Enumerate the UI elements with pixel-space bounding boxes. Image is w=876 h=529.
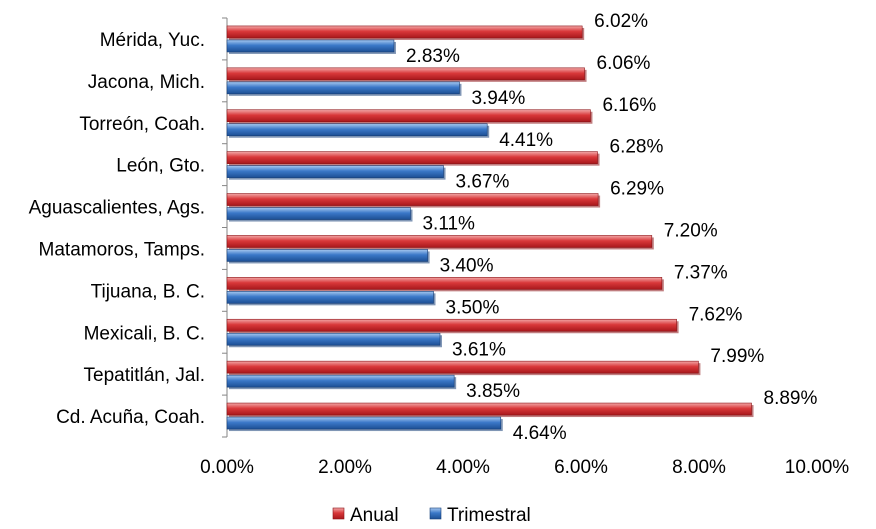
anual-legend-swatch xyxy=(332,507,345,520)
x-tick-label: 0.00% xyxy=(200,457,254,478)
trimestral-bar xyxy=(226,332,441,346)
trimestral-value-label: 3.40% xyxy=(440,255,494,276)
trimestral-value-label: 2.83% xyxy=(406,46,460,67)
trimestral-value-label: 3.85% xyxy=(466,381,520,402)
anual-bar xyxy=(226,360,699,374)
category-label: Cd. Acuña, Coah. xyxy=(56,407,205,428)
anual-value-label: 6.28% xyxy=(610,137,664,158)
labels-layer: 6.02% 2.83% 6.06% 3.94% 6.16% 4.41% 6.28% 3.67%… xyxy=(406,11,818,444)
trimestral-value-label: 3.67% xyxy=(456,172,510,193)
category-label: Torreón, Coah. xyxy=(79,114,205,135)
x-tick-label: 6.00% xyxy=(554,457,608,478)
trimestral-bar xyxy=(226,374,455,388)
legend: Anual Trimestral xyxy=(332,505,531,526)
anual-bar xyxy=(226,151,598,164)
x-tick-label: 2.00% xyxy=(318,457,372,478)
category-label: León, Gto. xyxy=(116,156,205,177)
anual-value-label: 7.99% xyxy=(710,346,764,367)
anual-bar xyxy=(226,193,599,206)
category-label: Tijuana, B. C. xyxy=(91,281,205,302)
trimestral-bar xyxy=(226,81,460,95)
category-label: Matamoros, Tamps. xyxy=(39,239,205,260)
anual-bar xyxy=(226,402,752,416)
trimestral-bar xyxy=(226,291,434,304)
anual-value-label: 8.89% xyxy=(764,388,818,409)
category-label: Mérida, Yuc. xyxy=(100,30,205,51)
trimestral-bar xyxy=(226,207,411,220)
bars-layer xyxy=(226,25,754,432)
anual-bar xyxy=(226,25,583,39)
trimestral-bar xyxy=(226,123,488,137)
trimestral-bar xyxy=(226,165,444,178)
axis-layer: Mérida, Yuc. Jacona, Mich. Torreón, Coah. L… xyxy=(29,17,850,478)
anual-bar xyxy=(226,318,677,332)
anual-value-label: 6.16% xyxy=(602,95,656,116)
trimestral-legend-swatch xyxy=(429,507,442,520)
anual-value-label: 7.62% xyxy=(689,304,743,325)
anual-bar xyxy=(226,277,663,290)
x-tick-label: 8.00% xyxy=(672,457,726,478)
trimestral-value-label: 3.11% xyxy=(422,214,475,235)
anual-value-label: 7.20% xyxy=(664,220,718,241)
trimestral-value-label: 4.41% xyxy=(499,130,553,151)
anual-bar xyxy=(226,235,653,248)
anual-bar xyxy=(226,67,585,81)
x-tick-label: 10.00% xyxy=(785,457,850,478)
anual-value-label: 6.02% xyxy=(594,11,648,32)
anual-value-label: 6.06% xyxy=(597,53,651,74)
trimestral-bar xyxy=(226,39,395,53)
trimestral-bar xyxy=(226,249,428,262)
trimestral-value-label: 4.64% xyxy=(513,423,567,444)
category-label: Tepatitlán, Jal. xyxy=(84,365,205,386)
anual-legend-label: Anual xyxy=(350,505,399,526)
trimestral-value-label: 3.61% xyxy=(452,339,506,360)
trimestral-legend-label: Trimestral xyxy=(447,505,531,526)
category-label: Jacona, Mich. xyxy=(88,72,205,93)
category-label: Aguascalientes, Ags. xyxy=(29,198,205,219)
category-label: Mexicali, B. C. xyxy=(84,323,205,344)
anual-value-label: 6.29% xyxy=(610,179,664,200)
anual-bar xyxy=(226,109,591,123)
trimestral-value-label: 3.94% xyxy=(471,88,525,109)
trimestral-bar xyxy=(226,416,502,430)
anual-value-label: 7.37% xyxy=(674,262,728,283)
trimestral-value-label: 3.50% xyxy=(446,297,500,318)
x-tick-label: 4.00% xyxy=(436,457,490,478)
